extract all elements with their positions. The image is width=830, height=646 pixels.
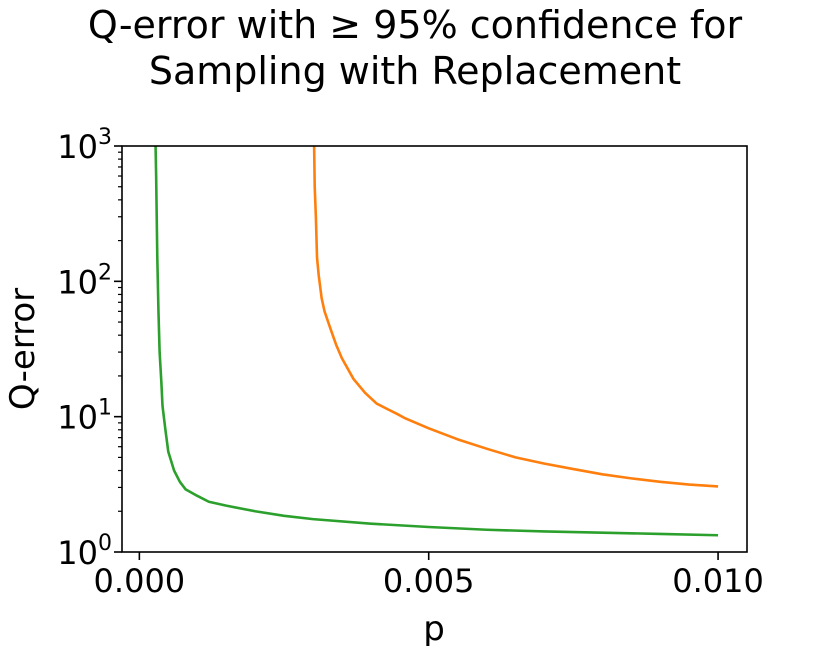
plot-frame: [121, 145, 748, 553]
chart-title-line-2: Sampling with Replacement: [148, 49, 682, 93]
y-axis-label: Q-error: [3, 288, 43, 410]
series-layer: [154, 146, 719, 537]
y-axis: 100 101 102 103: [57, 125, 122, 572]
y-tick-label: 100: [57, 531, 112, 572]
x-axis: 0.000 0.005 0.010: [94, 552, 764, 600]
series-line-1: [312, 146, 719, 488]
y-tick-label: 102: [57, 260, 112, 301]
x-axis-label: p: [423, 609, 445, 646]
series-line-2: [154, 146, 719, 537]
y-tick-label: 101: [57, 396, 112, 437]
x-tick-label: 0.010: [672, 562, 764, 600]
x-tick-label: 0.000: [94, 562, 186, 600]
chart-title-line-1: Q-error with ≥ 95% confidence for: [87, 3, 743, 47]
x-tick-label: 0.005: [383, 562, 475, 600]
y-tick-label: 103: [57, 125, 112, 166]
